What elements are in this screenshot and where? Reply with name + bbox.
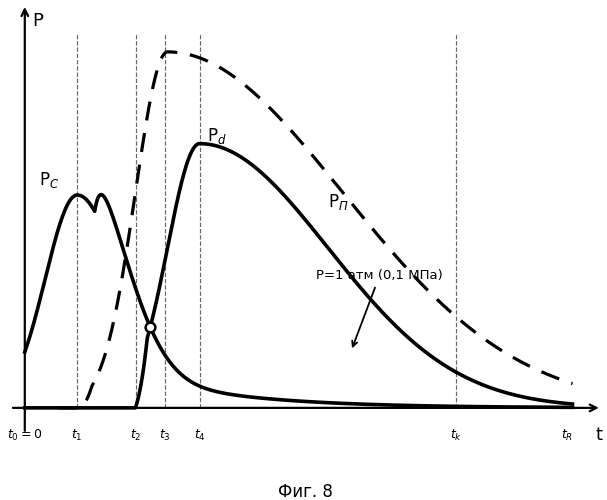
Text: P$_П$: P$_П$ (328, 192, 348, 212)
Text: P=1 атм (0,1 МПа): P=1 атм (0,1 МПа) (316, 269, 443, 346)
Text: $t_2$: $t_2$ (130, 428, 141, 443)
Text: P$_d$: P$_d$ (206, 126, 226, 146)
Text: $t_3$: $t_3$ (159, 428, 171, 443)
Text: $t_k$: $t_k$ (450, 428, 462, 443)
Text: P: P (32, 12, 42, 30)
Text: P$_C$: P$_C$ (39, 170, 59, 190)
Text: Фиг. 8: Фиг. 8 (279, 483, 333, 500)
Text: $t_1$: $t_1$ (72, 428, 83, 443)
Text: t: t (595, 426, 602, 444)
Text: $t_0{=}0$: $t_0{=}0$ (7, 428, 42, 443)
Text: $t_R$: $t_R$ (561, 428, 573, 443)
Text: $t_4$: $t_4$ (194, 428, 206, 443)
